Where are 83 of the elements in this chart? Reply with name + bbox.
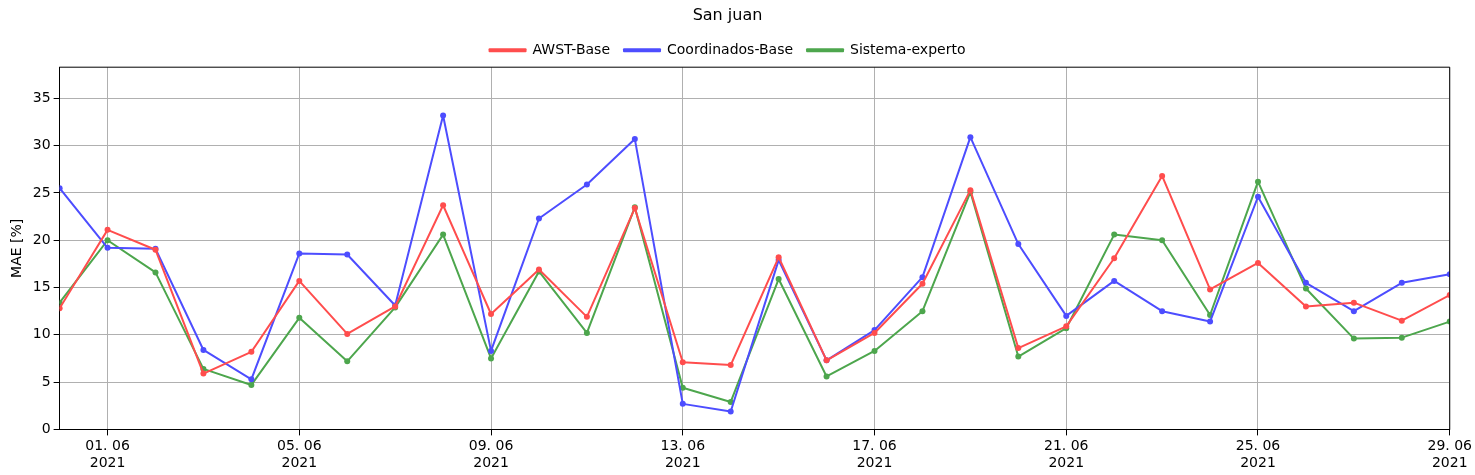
point	[1398, 317, 1405, 324]
y-tick-label: 25	[32, 183, 51, 200]
point	[488, 347, 495, 354]
y-tick-label: 10	[32, 325, 51, 342]
point	[1063, 312, 1070, 319]
point	[1302, 303, 1309, 310]
y-tick-label: 35	[32, 89, 51, 106]
x-tick-label: 17. 06 2021	[852, 437, 897, 471]
point	[1254, 193, 1261, 200]
point	[1111, 231, 1118, 238]
point	[440, 202, 447, 209]
point	[1111, 277, 1118, 284]
point	[583, 329, 590, 336]
point	[1350, 308, 1357, 315]
point	[1254, 178, 1261, 185]
legend-label: Coordinados-Base	[667, 40, 794, 57]
y-tick-label: 15	[32, 278, 51, 295]
x-tick-label: 05. 06 2021	[277, 437, 322, 471]
point	[488, 355, 495, 362]
legend-label: AWST-Base	[532, 40, 611, 57]
point	[679, 384, 686, 391]
point	[152, 269, 159, 276]
point	[1015, 353, 1022, 360]
point	[296, 314, 303, 321]
point	[248, 376, 255, 383]
y-tick-label: 5	[41, 372, 51, 389]
x-tick-label: 13. 06 2021	[660, 437, 706, 471]
point	[1398, 279, 1405, 286]
point	[583, 313, 590, 320]
point	[1159, 308, 1166, 315]
point	[104, 244, 111, 251]
x-tick-label: 21. 06 2021	[1043, 437, 1089, 471]
x-tick-label: 29. 06 2021	[1427, 437, 1473, 471]
point	[344, 251, 351, 258]
point	[1254, 259, 1261, 266]
point	[248, 381, 255, 388]
y-tick-label: 30	[32, 136, 51, 153]
x-tick-label: 09. 06 2021	[468, 437, 514, 471]
point	[1207, 318, 1214, 325]
point	[1159, 172, 1166, 179]
point	[1207, 286, 1214, 293]
point	[1302, 285, 1309, 292]
point	[440, 231, 447, 238]
x-tick-label: 01. 06 2021	[85, 437, 130, 471]
point	[440, 112, 447, 119]
point	[1398, 334, 1405, 341]
point	[919, 308, 926, 315]
point	[248, 348, 255, 355]
point	[104, 237, 111, 244]
point	[679, 400, 686, 407]
point	[727, 362, 734, 369]
point	[200, 370, 207, 377]
point	[104, 226, 111, 233]
point	[1350, 299, 1357, 306]
point	[1302, 279, 1309, 286]
chart-title: San juan	[692, 4, 763, 24]
point	[631, 136, 638, 143]
y-tick-label: 20	[32, 230, 51, 247]
point	[919, 280, 926, 287]
point	[200, 346, 207, 353]
point	[1111, 255, 1118, 262]
point	[344, 358, 351, 365]
point	[344, 330, 351, 337]
point	[679, 359, 686, 366]
point	[967, 134, 974, 141]
point	[296, 250, 303, 257]
legend-label: Sistema-experto	[850, 40, 966, 57]
point	[919, 274, 926, 281]
y-axis-title: MAE [%]	[8, 218, 25, 278]
point	[583, 181, 590, 188]
point	[727, 408, 734, 415]
y-tick-label: 0	[41, 420, 51, 437]
point	[488, 311, 495, 318]
point	[1015, 241, 1022, 248]
point	[823, 373, 830, 380]
point	[1015, 345, 1022, 352]
point	[1350, 335, 1357, 342]
point	[775, 276, 782, 283]
x-tick-label: 25. 06 2021	[1235, 437, 1281, 471]
point	[871, 347, 878, 354]
point	[296, 277, 303, 284]
point	[1159, 237, 1166, 244]
point	[535, 215, 542, 222]
